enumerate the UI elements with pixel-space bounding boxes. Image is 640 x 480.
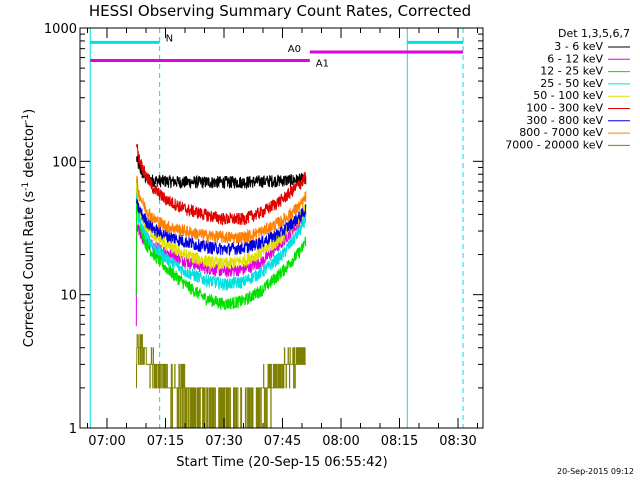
plot-frame	[79, 27, 484, 429]
y-tick-label-0: 1	[69, 422, 77, 437]
vertical-marker-lines	[89, 28, 464, 428]
series-line-5	[136, 143, 307, 226]
x-tick-label-2: 07:30	[205, 434, 242, 449]
legend-entry-0: 3 - 6 keV	[554, 40, 603, 53]
legend-title: Det 1,3,5,6,7	[558, 27, 630, 40]
annotation-label-2: A0	[288, 44, 301, 55]
legend-entry-1: 6 - 12 keV	[547, 52, 603, 65]
series-line-2	[135, 180, 307, 311]
series-line-4	[136, 182, 307, 270]
x-tick-label-5: 08:15	[381, 434, 418, 449]
legend-entry-7: 800 - 7000 keV	[519, 126, 603, 139]
legend-entry-3: 25 - 50 keV	[540, 77, 603, 90]
legend-entry-8: 7000 - 20000 keV	[505, 138, 603, 151]
x-tick-label-6: 08:30	[439, 434, 476, 449]
x-axis-label: Start Time (20-Sep-15 06:55:42)	[176, 455, 387, 470]
legend-entry-6: 300 - 800 keV	[526, 114, 603, 127]
series-line-0	[136, 155, 307, 190]
series-line-3	[136, 192, 307, 291]
x-tick-label-1: 07:15	[147, 434, 184, 449]
y-tick-label-1: 10	[60, 289, 77, 304]
legend-entry-2: 12 - 25 keV	[540, 65, 603, 78]
legend-entry-5: 100 - 300 keV	[526, 102, 603, 115]
chart-title: HESSI Observing Summary Count Rates, Cor…	[89, 2, 471, 20]
x-tick-label-4: 08:00	[322, 434, 359, 449]
y-tick-label-3: 1000	[44, 22, 77, 37]
annotation-bars: N A0 A1	[90, 33, 464, 70]
annotation-label-3: A1	[316, 59, 329, 70]
annotation-label-0: N	[166, 33, 173, 44]
y-axis-label: Corrected Count Rate (s-1 detector-1)	[21, 109, 37, 347]
legend-entry-4: 50 - 100 keV	[533, 89, 603, 102]
series-line-8	[136, 334, 306, 429]
axes: 07:00 07:15 07:30 07:45 08:00 08:15 08:30 1 10 10…	[44, 22, 484, 449]
series-line-7	[136, 175, 307, 245]
x-tick-label-3: 07:45	[264, 434, 301, 449]
footer-date: 20-Sep-2015 09:12	[557, 467, 634, 476]
y-tick-label-2: 100	[52, 155, 77, 170]
x-tick-label-0: 07:00	[88, 434, 125, 449]
series-line-6	[136, 198, 307, 256]
data-series	[135, 143, 307, 429]
